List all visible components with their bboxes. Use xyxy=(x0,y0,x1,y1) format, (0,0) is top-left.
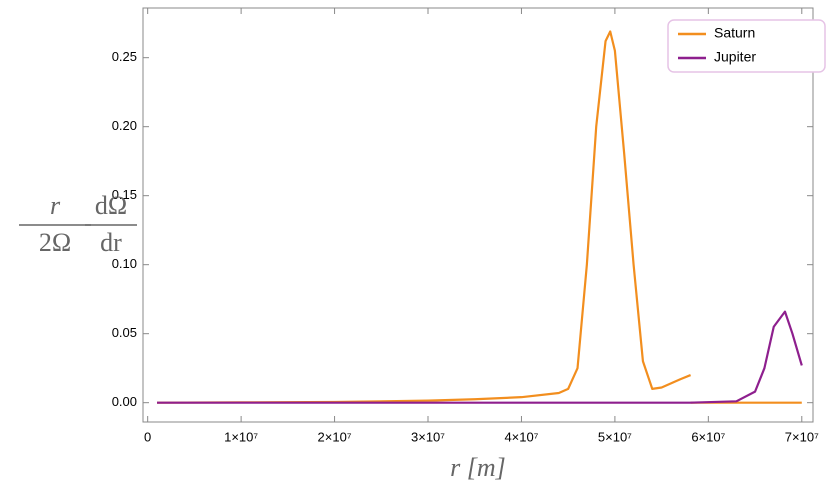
y-tick-label: 0.15 xyxy=(112,187,137,202)
x-tick-label: 6×10⁷ xyxy=(691,429,725,444)
series-line xyxy=(157,30,802,404)
legend-label: Saturn xyxy=(714,25,755,41)
y-tick-label: 0.20 xyxy=(112,118,137,133)
y-label-numerator: r xyxy=(50,191,61,220)
y-label-denominator: dr xyxy=(100,228,122,257)
y-tick-label: 0.10 xyxy=(112,256,137,271)
x-tick-label: 3×10⁷ xyxy=(411,429,445,444)
x-tick-label: 1×10⁷ xyxy=(224,429,258,444)
x-tick-label: 7×10⁷ xyxy=(785,429,819,444)
x-tick-label: 0 xyxy=(144,429,151,444)
plot-frame xyxy=(142,7,814,423)
y-label-numerator: dΩ xyxy=(95,191,127,220)
legend-box xyxy=(667,19,826,73)
y-tick-label: 0.00 xyxy=(112,394,137,409)
x-tick-label: 4×10⁷ xyxy=(504,429,538,444)
x-tick-label: 5×10⁷ xyxy=(598,429,632,444)
series-line xyxy=(157,310,803,404)
y-tick-label: 0.05 xyxy=(112,325,137,340)
x-tick-label: 2×10⁷ xyxy=(318,429,352,444)
y-label-denominator: 2Ω xyxy=(39,228,71,257)
x-label: r [m] xyxy=(450,453,506,482)
legend-label: Jupiter xyxy=(714,49,756,65)
y-tick-label: 0.25 xyxy=(112,49,137,64)
